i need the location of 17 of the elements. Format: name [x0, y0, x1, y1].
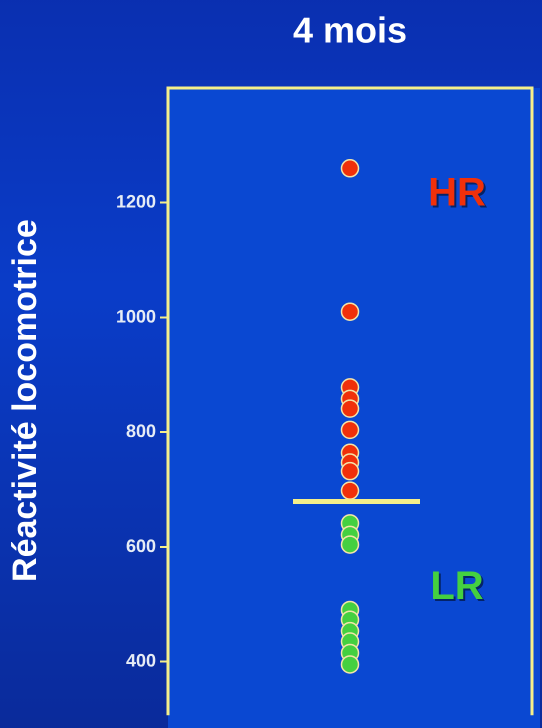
y-tick-label: 800 [126, 421, 156, 442]
point [340, 481, 360, 500]
series-label: HR [428, 170, 486, 214]
point [340, 535, 360, 554]
y-tick-label: 1000 [116, 306, 156, 326]
point [340, 302, 360, 321]
x-tick-label: 4 mois [292, 9, 408, 50]
y-tick-label: 600 [126, 536, 156, 556]
y-axis-title: Réactivité locomotrice [6, 219, 44, 582]
y-tick-label: 400 [126, 650, 156, 671]
point [340, 655, 360, 674]
series-label: LR [430, 564, 484, 608]
point [340, 462, 360, 480]
point [340, 399, 360, 418]
point [340, 159, 360, 178]
point [340, 420, 360, 440]
y-tick-label: 1200 [116, 192, 156, 212]
